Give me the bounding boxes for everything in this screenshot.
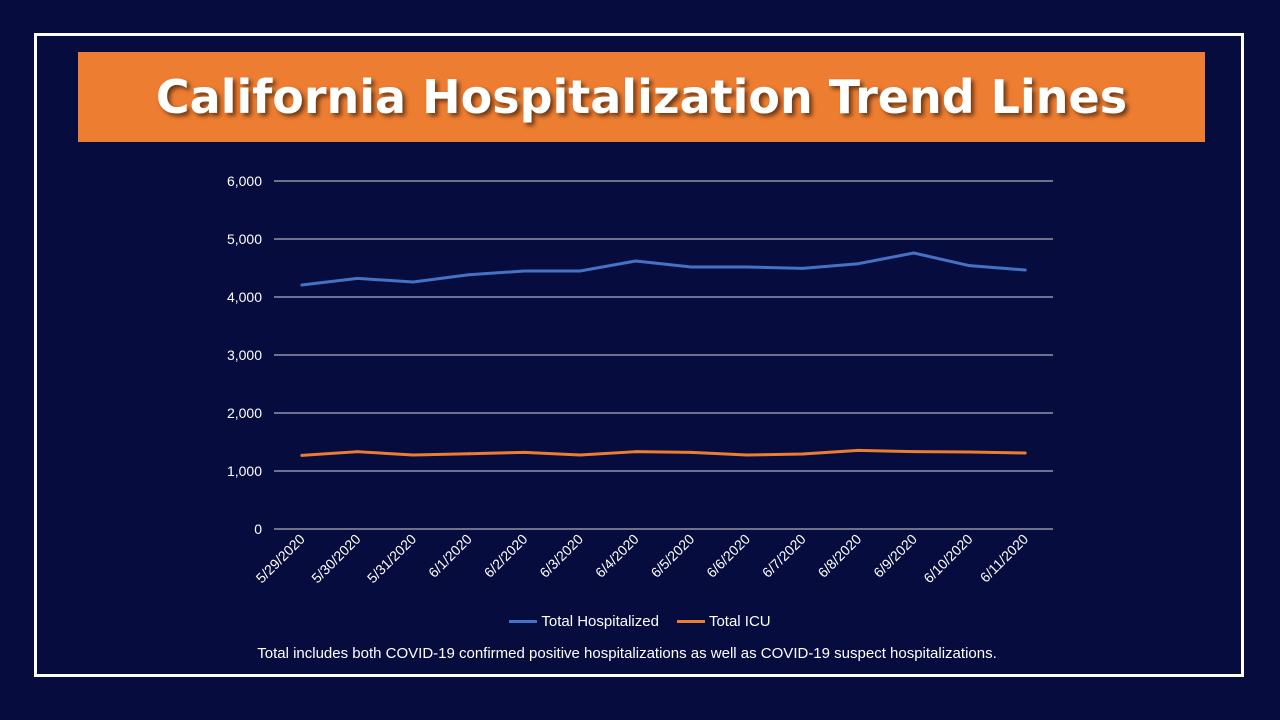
data-point <box>411 280 415 284</box>
y-tick-label: 4,000 <box>227 289 262 305</box>
x-tick-label: 6/3/2020 <box>536 531 586 581</box>
y-tick-label: 3,000 <box>227 347 262 363</box>
data-point <box>1023 451 1027 455</box>
x-tick-label: 6/8/2020 <box>815 531 865 581</box>
legend-item-hospitalized: Total Hospitalized <box>509 613 659 630</box>
data-point <box>912 251 916 255</box>
x-tick-label: 5/31/2020 <box>364 531 420 587</box>
x-tick-label: 5/29/2020 <box>253 531 309 587</box>
x-tick-label: 6/6/2020 <box>703 531 753 581</box>
legend-label-hospitalized: Total Hospitalized <box>541 613 659 630</box>
data-point <box>634 259 638 263</box>
series-line-hospitalized <box>301 251 1026 287</box>
chart-legend: Total Hospitalized Total ICU <box>0 613 1280 630</box>
data-point <box>968 264 972 268</box>
y-tick-label: 0 <box>254 521 262 537</box>
y-tick-label: 6,000 <box>227 173 262 189</box>
data-point <box>912 450 916 454</box>
data-point <box>634 450 638 454</box>
data-point <box>856 448 860 452</box>
x-tick-label: 6/5/2020 <box>648 531 698 581</box>
slide-frame <box>34 33 1244 677</box>
data-point <box>355 450 359 454</box>
data-point <box>689 265 693 269</box>
y-tick-label: 5,000 <box>227 231 262 247</box>
data-point <box>689 450 693 454</box>
data-point <box>968 450 972 454</box>
x-tick-label: 6/1/2020 <box>425 531 475 581</box>
legend-swatch-icu <box>676 620 705 623</box>
x-tick-label: 6/11/2020 <box>977 531 1032 586</box>
data-point <box>745 453 749 457</box>
x-tick-label: 6/10/2020 <box>920 531 976 587</box>
data-point <box>300 283 304 287</box>
data-point <box>522 450 526 454</box>
legend-swatch-hospitalized <box>509 620 538 623</box>
data-point <box>355 276 359 280</box>
data-point <box>801 452 805 456</box>
data-point <box>856 262 860 266</box>
data-point <box>578 269 582 273</box>
x-tick-label: 6/4/2020 <box>592 531 642 581</box>
title-banner: California Hospitalization Trend Lines <box>78 52 1205 142</box>
x-tick-label: 5/30/2020 <box>308 531 364 587</box>
legend-label-icu: Total ICU <box>708 613 771 630</box>
data-point <box>1023 268 1027 272</box>
data-point <box>522 269 526 273</box>
series-line-icu <box>301 448 1026 457</box>
data-point <box>578 453 582 457</box>
x-tick-label: 6/2/2020 <box>481 531 531 581</box>
legend-item-icu: Total ICU <box>676 613 771 630</box>
data-point <box>467 452 471 456</box>
x-tick-label: 6/7/2020 <box>759 531 809 581</box>
slide-title: California Hospitalization Trend Lines <box>155 70 1128 124</box>
footnote: Total includes both COVID-19 confirmed p… <box>257 645 997 662</box>
x-tick-label: 6/9/2020 <box>870 531 920 581</box>
data-point <box>411 453 415 457</box>
y-tick-label: 2,000 <box>227 405 262 421</box>
data-point <box>801 266 805 270</box>
data-point <box>300 453 304 457</box>
data-point <box>745 265 749 269</box>
y-tick-label: 1,000 <box>227 463 262 479</box>
data-point <box>467 273 471 277</box>
